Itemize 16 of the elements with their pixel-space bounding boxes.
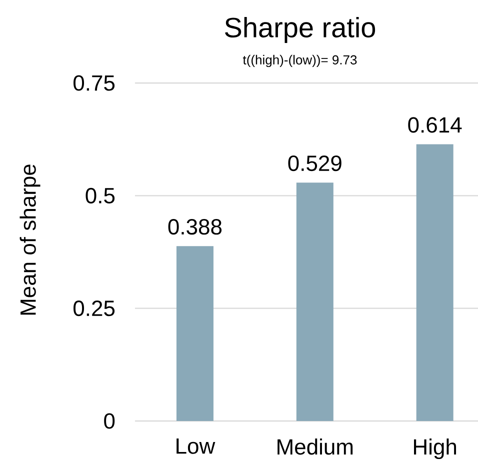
bar	[416, 144, 454, 421]
chart-subtitle: t((high)-(low))= 9.73	[242, 54, 357, 68]
x-tick-label: Low	[176, 438, 216, 454]
bar	[176, 246, 214, 421]
y-tick-label: 0.5	[86, 188, 115, 204]
chart-title: Sharpe ratio	[225, 16, 376, 44]
y-tick-label: 0.25	[74, 300, 115, 316]
x-tick-label: Medium	[278, 438, 353, 455]
y-tick-label: 0.75	[74, 75, 115, 91]
y-axis-title: Mean of sharpe	[20, 164, 40, 315]
data-label: 0.614	[408, 117, 462, 133]
bar	[296, 182, 334, 421]
x-tick-label: High	[414, 438, 456, 460]
data-label: 0.529	[288, 155, 342, 172]
data-label: 0.388	[168, 219, 222, 235]
y-tick-label: 0	[104, 413, 115, 429]
